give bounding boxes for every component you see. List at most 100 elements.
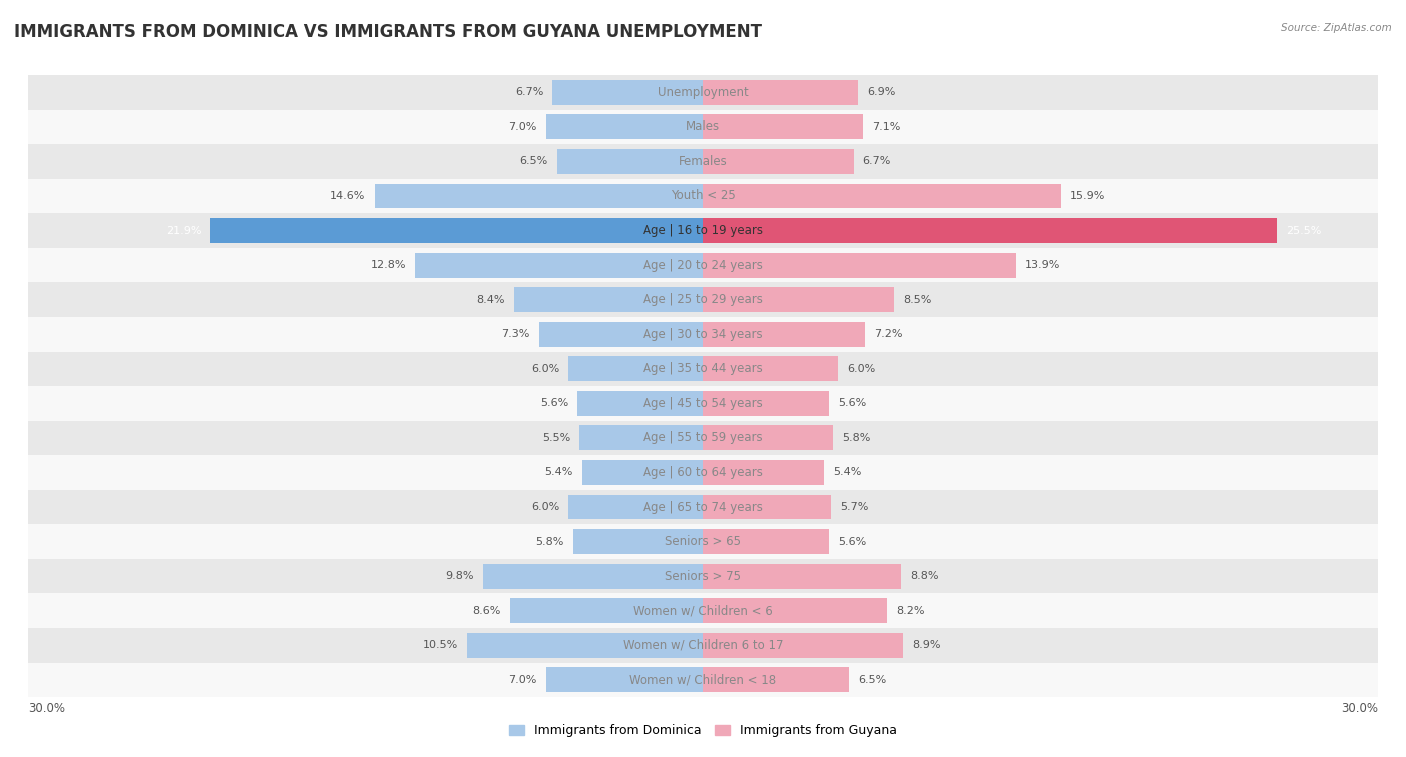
- Text: Women w/ Children < 18: Women w/ Children < 18: [630, 673, 776, 687]
- Bar: [703, 460, 824, 485]
- Text: IMMIGRANTS FROM DOMINICA VS IMMIGRANTS FROM GUYANA UNEMPLOYMENT: IMMIGRANTS FROM DOMINICA VS IMMIGRANTS F…: [14, 23, 762, 41]
- Text: Age | 30 to 34 years: Age | 30 to 34 years: [643, 328, 763, 341]
- Bar: [572, 529, 703, 554]
- Text: 8.4%: 8.4%: [477, 294, 505, 304]
- Bar: [703, 529, 830, 554]
- Text: Age | 55 to 59 years: Age | 55 to 59 years: [643, 431, 763, 444]
- Bar: [28, 386, 1378, 421]
- Bar: [703, 598, 887, 623]
- Bar: [703, 253, 1015, 278]
- Text: 5.6%: 5.6%: [838, 537, 866, 547]
- Text: 12.8%: 12.8%: [371, 260, 406, 270]
- Bar: [467, 633, 703, 658]
- Bar: [28, 317, 1378, 351]
- Text: 5.8%: 5.8%: [842, 433, 870, 443]
- Text: 8.5%: 8.5%: [903, 294, 932, 304]
- Text: 7.0%: 7.0%: [508, 674, 537, 685]
- Text: 8.2%: 8.2%: [897, 606, 925, 615]
- Bar: [28, 559, 1378, 593]
- Bar: [579, 425, 703, 450]
- Bar: [28, 490, 1378, 525]
- Text: 6.0%: 6.0%: [531, 364, 560, 374]
- Text: 5.4%: 5.4%: [544, 468, 572, 478]
- Bar: [546, 114, 703, 139]
- Text: Age | 20 to 24 years: Age | 20 to 24 years: [643, 259, 763, 272]
- Bar: [509, 598, 703, 623]
- Text: 6.5%: 6.5%: [520, 157, 548, 167]
- Text: 7.2%: 7.2%: [875, 329, 903, 339]
- Text: 15.9%: 15.9%: [1070, 191, 1105, 201]
- Legend: Immigrants from Dominica, Immigrants from Guyana: Immigrants from Dominica, Immigrants fro…: [505, 719, 901, 743]
- Bar: [415, 253, 703, 278]
- Bar: [28, 593, 1378, 628]
- Bar: [703, 633, 903, 658]
- Text: Youth < 25: Youth < 25: [671, 189, 735, 202]
- Text: 21.9%: 21.9%: [166, 226, 201, 235]
- Bar: [703, 218, 1277, 243]
- Bar: [28, 282, 1378, 317]
- Text: Seniors > 75: Seniors > 75: [665, 570, 741, 583]
- Text: Females: Females: [679, 155, 727, 168]
- Bar: [557, 149, 703, 174]
- Text: Unemployment: Unemployment: [658, 86, 748, 99]
- Bar: [703, 494, 831, 519]
- Text: 25.5%: 25.5%: [1285, 226, 1322, 235]
- Text: 30.0%: 30.0%: [1341, 702, 1378, 715]
- Bar: [703, 287, 894, 312]
- Bar: [582, 460, 703, 485]
- Bar: [28, 75, 1378, 110]
- Bar: [28, 213, 1378, 248]
- Bar: [703, 668, 849, 692]
- Text: Age | 45 to 54 years: Age | 45 to 54 years: [643, 397, 763, 410]
- Text: Age | 35 to 44 years: Age | 35 to 44 years: [643, 363, 763, 375]
- Bar: [703, 425, 834, 450]
- Bar: [28, 662, 1378, 697]
- Bar: [703, 357, 838, 382]
- Text: 5.6%: 5.6%: [838, 398, 866, 408]
- Bar: [28, 248, 1378, 282]
- Text: 5.8%: 5.8%: [536, 537, 564, 547]
- Text: 14.6%: 14.6%: [330, 191, 366, 201]
- Bar: [482, 564, 703, 589]
- Text: 10.5%: 10.5%: [423, 640, 458, 650]
- Bar: [568, 494, 703, 519]
- Bar: [576, 391, 703, 416]
- Bar: [538, 322, 703, 347]
- Bar: [28, 179, 1378, 213]
- Bar: [28, 628, 1378, 662]
- Bar: [28, 421, 1378, 455]
- Bar: [703, 114, 863, 139]
- Text: 6.0%: 6.0%: [846, 364, 875, 374]
- Bar: [703, 80, 858, 104]
- Bar: [546, 668, 703, 692]
- Text: 6.7%: 6.7%: [515, 87, 543, 98]
- Bar: [28, 144, 1378, 179]
- Text: Source: ZipAtlas.com: Source: ZipAtlas.com: [1281, 23, 1392, 33]
- Bar: [28, 525, 1378, 559]
- Text: Seniors > 65: Seniors > 65: [665, 535, 741, 548]
- Bar: [703, 322, 865, 347]
- Text: 8.8%: 8.8%: [910, 571, 938, 581]
- Text: 7.1%: 7.1%: [872, 122, 900, 132]
- Text: 6.5%: 6.5%: [858, 674, 886, 685]
- Bar: [703, 564, 901, 589]
- Text: 13.9%: 13.9%: [1025, 260, 1060, 270]
- Bar: [28, 351, 1378, 386]
- Bar: [374, 183, 703, 208]
- Bar: [28, 455, 1378, 490]
- Text: 7.0%: 7.0%: [508, 122, 537, 132]
- Text: Males: Males: [686, 120, 720, 133]
- Bar: [703, 391, 830, 416]
- Text: 5.5%: 5.5%: [543, 433, 571, 443]
- Bar: [568, 357, 703, 382]
- Text: 6.0%: 6.0%: [531, 502, 560, 512]
- Text: 8.6%: 8.6%: [472, 606, 501, 615]
- Bar: [515, 287, 703, 312]
- Text: 7.3%: 7.3%: [502, 329, 530, 339]
- Text: 9.8%: 9.8%: [446, 571, 474, 581]
- Text: 30.0%: 30.0%: [28, 702, 65, 715]
- Text: Women w/ Children < 6: Women w/ Children < 6: [633, 604, 773, 617]
- Text: 5.7%: 5.7%: [841, 502, 869, 512]
- Bar: [211, 218, 703, 243]
- Bar: [28, 110, 1378, 144]
